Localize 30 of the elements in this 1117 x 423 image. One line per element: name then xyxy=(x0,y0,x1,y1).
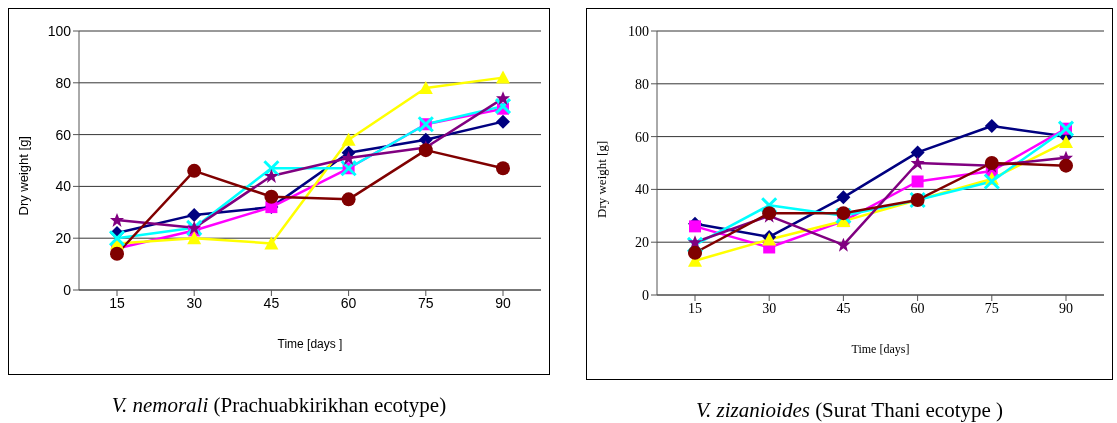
text: V. zizanioides (Surat Thani ecotype ) xyxy=(694,398,1005,423)
x-tick-label: 45 xyxy=(263,294,280,311)
x-tick-label: 15 xyxy=(688,300,702,316)
x-tick-label: 45 xyxy=(836,300,851,316)
y-tick-label: 60 xyxy=(55,126,72,143)
x-tick-label: 30 xyxy=(762,300,777,316)
y-tick-label: 20 xyxy=(635,235,649,251)
x-tick-label: 75 xyxy=(984,300,999,316)
x-tick-label: 90 xyxy=(495,294,511,311)
y-tick-label: 100 xyxy=(47,22,72,39)
x-axis-title: Time [days] xyxy=(851,342,910,356)
x-tick-label: 60 xyxy=(910,300,925,316)
y-tick-label: 60 xyxy=(635,129,649,145)
y-axis-title: Dry weight [g] xyxy=(15,136,31,216)
y-tick-label: 100 xyxy=(628,23,649,39)
y-tick-label: 0 xyxy=(642,287,649,303)
x-axis-title: Time [days ] xyxy=(277,337,343,351)
x-tick-label: 90 xyxy=(1059,300,1073,316)
y-tick-label: 80 xyxy=(635,76,649,92)
x-tick-label: 30 xyxy=(186,294,203,311)
y-axis-title: Dry weight [g] xyxy=(593,140,609,218)
y-tick-label: 40 xyxy=(635,182,649,198)
y-tick-label: 80 xyxy=(55,74,72,91)
text: V. nemorali (Prachuabkirikhan ecotype) xyxy=(110,393,448,418)
x-tick-label: 75 xyxy=(418,294,434,311)
y-tick-label: 40 xyxy=(55,178,72,195)
y-tick-label: 0 xyxy=(63,281,72,298)
y-tick-label: 20 xyxy=(55,230,72,247)
x-tick-label: 60 xyxy=(340,294,357,311)
x-tick-label: 15 xyxy=(109,294,125,311)
